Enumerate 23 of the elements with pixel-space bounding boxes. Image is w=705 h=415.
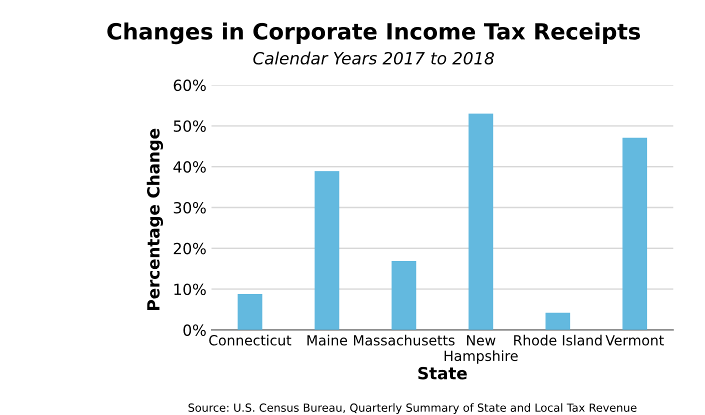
y-tick-label: 50% [174,120,206,132]
x-tick-label: Massachusetts [354,334,455,346]
chart-title: Changes in Corporate Income Tax Receipts [107,22,640,44]
bar [468,114,494,330]
x-axis-title: State [418,366,467,380]
bar [622,138,648,330]
x-tick-label: Vermont [606,335,664,346]
bar [546,312,570,330]
x-tick-label: Maine [307,334,348,346]
bar [238,294,262,330]
y-tick-label: 10% [174,284,206,296]
y-axis-title: Percentage Change [146,128,164,310]
chart-subtitle: Calendar Years 2017 to 2018 [253,52,494,65]
bar [392,260,416,330]
y-tick-label: 0% [183,324,206,336]
source-note: Source: U.S. Census Bureau, Quarterly Summary of State and Local Tax Revenue [188,403,636,414]
y-tick-label: 60% [174,80,206,92]
y-tick-label: 20% [174,242,206,254]
bar [314,171,340,330]
y-tick-label: 40% [173,161,206,173]
y-tick-label: 30% [174,202,206,214]
x-tick-label: Connecticut [209,334,292,346]
x-tick-label: Rhode Island [514,334,602,346]
